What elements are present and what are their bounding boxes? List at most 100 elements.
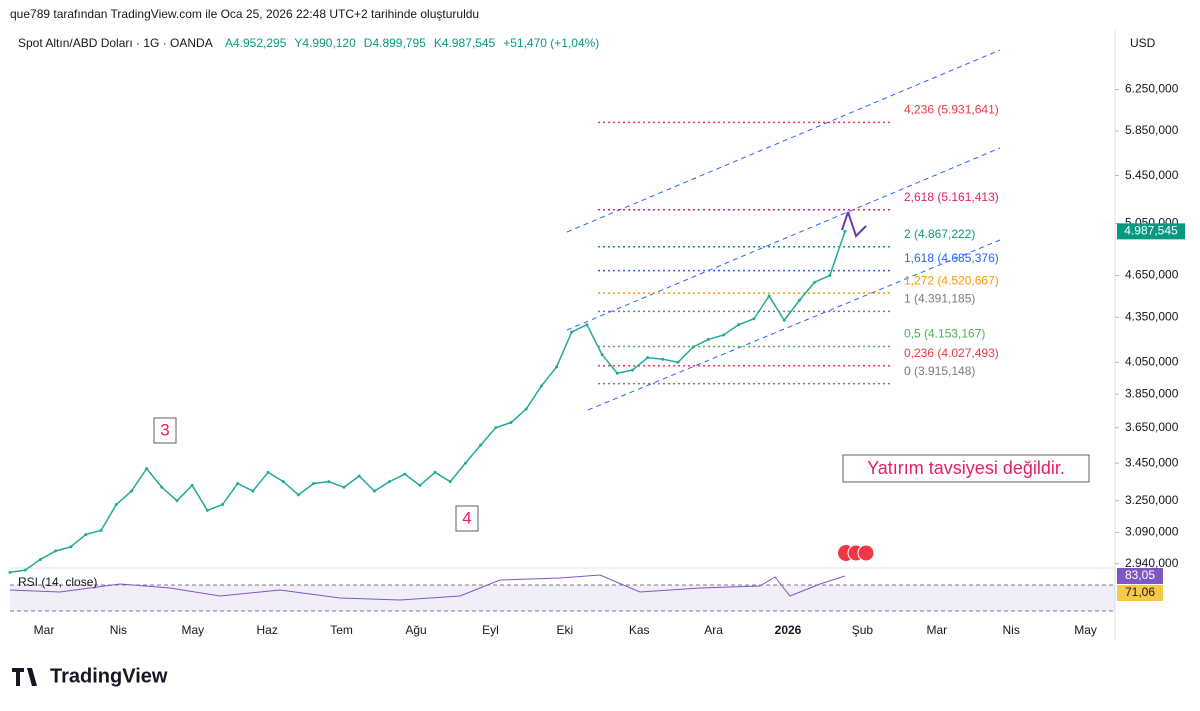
rsi-line: [9, 574, 846, 601]
price-point: [539, 384, 543, 388]
arrow: [841, 211, 867, 238]
price-point: [403, 472, 407, 476]
x-tick-label: Mar: [926, 623, 947, 637]
price-point: [418, 483, 422, 487]
channel-line: [566, 49, 1001, 233]
price-point: [175, 499, 179, 503]
brand-logo: [12, 668, 37, 686]
x-tick-label: Tem: [330, 623, 353, 637]
y-tick-label: 3.090,000: [1125, 525, 1179, 539]
fib-label: 1 (4.391,185): [904, 292, 975, 306]
credit: que789 tarafından TradingView.com ile Oc…: [10, 7, 479, 21]
rsi-tag: [1117, 568, 1163, 584]
fib-label: 2 (4.867,222): [904, 227, 975, 241]
price-point: [69, 545, 73, 549]
price-point: [129, 489, 133, 493]
fib-label: 0,236 (4.027,493): [904, 346, 999, 360]
price-point: [479, 443, 483, 447]
y-tick-label: 4.650,000: [1125, 268, 1179, 282]
y-tick-label: 3.650,000: [1125, 420, 1179, 434]
x-tick-label: Nis: [1003, 623, 1020, 637]
price-point: [676, 360, 680, 364]
y-tick-label: 5.450,000: [1125, 168, 1179, 182]
x-tick-label: Şub: [852, 623, 874, 637]
brand: TradingView: [50, 665, 168, 687]
price-point: [797, 298, 801, 302]
price-point: [661, 357, 665, 361]
y-tick-label: 4.050,000: [1125, 354, 1179, 368]
price-point: [524, 407, 528, 411]
price-point: [463, 461, 467, 465]
x-tick-label: Nis: [110, 623, 127, 637]
price-point: [372, 489, 376, 493]
price-point: [388, 480, 392, 484]
price-point: [357, 474, 361, 478]
price-point: [767, 294, 771, 298]
rsi-tag: [1117, 585, 1163, 601]
price-point: [342, 485, 346, 489]
price-point: [38, 557, 42, 561]
price-point: [813, 280, 817, 284]
price-point: [99, 528, 103, 532]
price-point: [722, 333, 726, 337]
price-point: [509, 421, 513, 425]
annotation: 3: [160, 420, 169, 439]
fib-label: 4,236 (5.931,641): [904, 103, 999, 117]
price-point: [555, 365, 559, 369]
price-point: [585, 323, 589, 327]
fib-label: 0 (3.915,148): [904, 364, 975, 378]
price-point: [782, 318, 786, 322]
x-tick-label: May: [181, 623, 204, 637]
y-tick-label: 6.250,000: [1125, 82, 1179, 96]
price-point: [160, 485, 164, 489]
y-tick-label: 3.250,000: [1125, 493, 1179, 507]
price-point: [205, 508, 209, 512]
channel-line: [587, 239, 1001, 411]
price-point: [433, 470, 437, 474]
x-tick-label: Eyl: [482, 623, 499, 637]
x-tick-label: Kas: [629, 623, 650, 637]
price-point: [570, 330, 574, 334]
fib-label: 2,618 (5.161,413): [904, 190, 999, 204]
y-tick-label: 3.850,000: [1125, 386, 1179, 400]
rsi-band: [10, 585, 1115, 611]
price-point: [327, 480, 331, 484]
annotation-box: [455, 505, 479, 532]
price-point: [8, 570, 12, 574]
price-point: [281, 480, 285, 484]
price-point: [84, 532, 88, 536]
ohlc-value: Y4.990,120: [294, 36, 356, 50]
price-point: [737, 323, 741, 327]
ohlc: A4.952,295 Y4.990,120 D4.899,795 K4.987,545…: [225, 36, 599, 50]
price-point: [691, 345, 695, 349]
price-point: [706, 337, 710, 341]
price-point: [221, 503, 225, 507]
price-point: [236, 481, 240, 485]
symbol: Spot Altın/ABD Doları · 1G · OANDA: [18, 36, 213, 50]
price-point: [54, 549, 58, 553]
price-point: [114, 503, 118, 507]
price-point: [312, 481, 316, 485]
price-point: [828, 273, 832, 277]
annotation: 4: [462, 508, 471, 527]
ohlc-value: K4.987,545: [434, 36, 496, 50]
y-tick-label: 4.350,000: [1125, 310, 1179, 324]
ohlc-value: A4.952,295: [225, 36, 287, 50]
x-tick-label: Ağu: [405, 623, 426, 637]
price-point: [266, 470, 270, 474]
y-tick-label: 3.450,000: [1125, 455, 1179, 469]
price-point: [251, 489, 255, 493]
fib-label: 0,5 (4.153,167): [904, 327, 985, 341]
price-point: [296, 493, 300, 497]
price-line: [9, 231, 846, 574]
price-point: [600, 353, 604, 357]
currency: USD: [1130, 36, 1156, 50]
price-tag-label: 4.987,545: [1124, 224, 1178, 238]
x-tick-label: 2026: [775, 623, 802, 637]
rsi-value: 71,06: [1125, 585, 1155, 599]
price-point: [646, 356, 650, 360]
y-tick-label: 5.850,000: [1125, 123, 1179, 137]
annotation-box: [842, 454, 1090, 483]
